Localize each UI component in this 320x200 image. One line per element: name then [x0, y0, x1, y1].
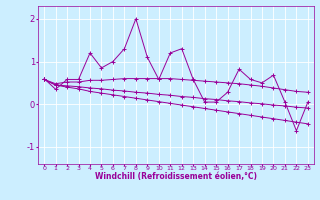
X-axis label: Windchill (Refroidissement éolien,°C): Windchill (Refroidissement éolien,°C)	[95, 172, 257, 181]
